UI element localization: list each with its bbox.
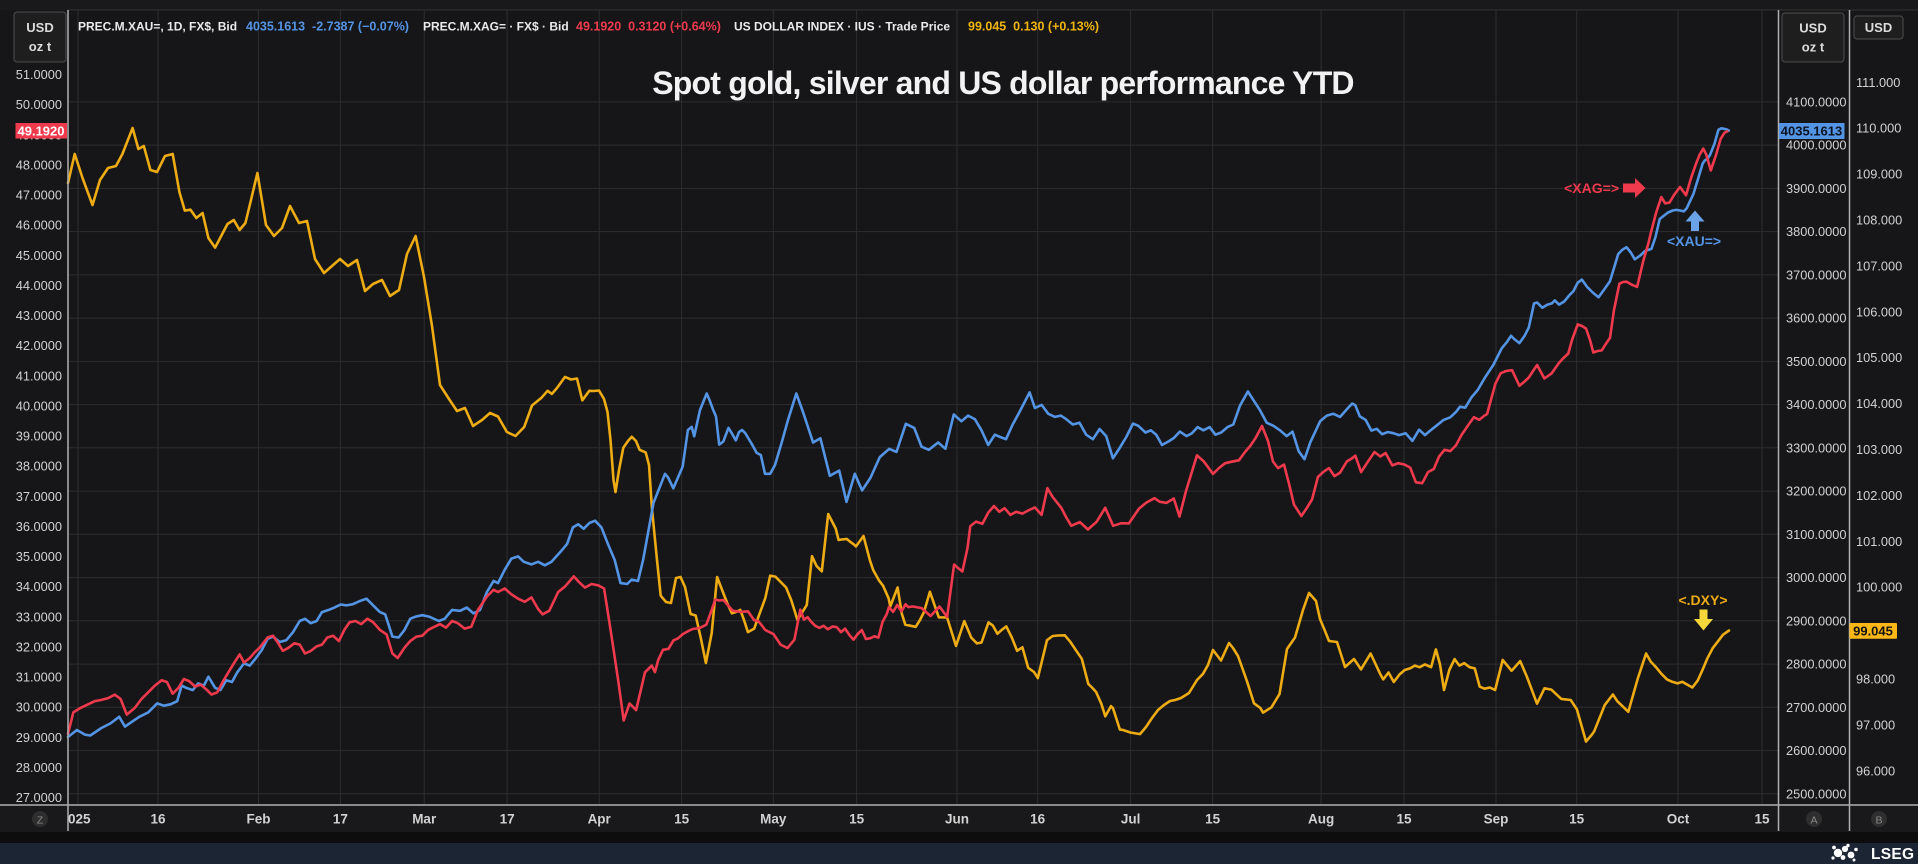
svg-text:16: 16 bbox=[150, 812, 166, 827]
svg-text:110.000: 110.000 bbox=[1856, 121, 1901, 136]
svg-text:50.0000: 50.0000 bbox=[16, 97, 62, 112]
svg-text:106.000: 106.000 bbox=[1856, 304, 1902, 319]
svg-text:2900.0000: 2900.0000 bbox=[1786, 613, 1847, 628]
svg-text:29.0000: 29.0000 bbox=[16, 730, 62, 745]
svg-text:3500.0000: 3500.0000 bbox=[1786, 354, 1847, 369]
svg-text:96.000: 96.000 bbox=[1856, 763, 1895, 778]
svg-text:104.000: 104.000 bbox=[1856, 396, 1902, 411]
svg-text:31.0000: 31.0000 bbox=[16, 670, 62, 685]
svg-text:USD: USD bbox=[1865, 20, 1892, 35]
svg-text:51.0000: 51.0000 bbox=[16, 67, 62, 82]
svg-text:17: 17 bbox=[333, 812, 348, 827]
svg-text:27.0000: 27.0000 bbox=[16, 790, 62, 805]
svg-text:3200.0000: 3200.0000 bbox=[1786, 484, 1847, 499]
svg-text:Spot gold, silver and US dolla: Spot gold, silver and US dollar performa… bbox=[652, 65, 1354, 101]
svg-text:Oct: Oct bbox=[1667, 812, 1690, 827]
svg-text:44.0000: 44.0000 bbox=[16, 278, 62, 293]
svg-text:40.0000: 40.0000 bbox=[16, 398, 62, 413]
svg-text:2800.0000: 2800.0000 bbox=[1786, 657, 1847, 672]
svg-text:2600.0000: 2600.0000 bbox=[1786, 743, 1847, 758]
svg-text:30.0000: 30.0000 bbox=[16, 700, 62, 715]
svg-text:103.000: 103.000 bbox=[1856, 442, 1902, 457]
svg-text:2700.0000: 2700.0000 bbox=[1786, 700, 1847, 715]
svg-text:28.0000: 28.0000 bbox=[16, 760, 62, 775]
svg-text:3300.0000: 3300.0000 bbox=[1786, 440, 1847, 455]
svg-text:108.000: 108.000 bbox=[1856, 213, 1902, 228]
svg-text:15: 15 bbox=[1396, 812, 1412, 827]
svg-text:46.0000: 46.0000 bbox=[16, 218, 62, 233]
svg-text:USD: USD bbox=[1799, 21, 1826, 36]
svg-text:41.0000: 41.0000 bbox=[16, 368, 62, 383]
svg-text:105.000: 105.000 bbox=[1856, 350, 1902, 365]
svg-text:99.045 0.130 (+0.13%): 99.045 0.130 (+0.13%) bbox=[968, 20, 1099, 34]
svg-text:PREC.M.XAU=, 1D, FX$, Bid: PREC.M.XAU=, 1D, FX$, Bid bbox=[78, 20, 237, 34]
svg-text:111.000: 111.000 bbox=[1856, 75, 1900, 90]
svg-text:49.1920 0.3120 (+0.64%): 49.1920 0.3120 (+0.64%) bbox=[576, 20, 721, 34]
svg-text:<XAG=>: <XAG=> bbox=[1564, 180, 1619, 196]
svg-text:4000.0000: 4000.0000 bbox=[1786, 138, 1847, 153]
svg-text:3400.0000: 3400.0000 bbox=[1786, 397, 1847, 412]
svg-text:Mar: Mar bbox=[412, 812, 437, 827]
svg-text:Z: Z bbox=[37, 815, 44, 827]
svg-text:49.1920: 49.1920 bbox=[18, 123, 65, 138]
svg-text:2500.0000: 2500.0000 bbox=[1786, 786, 1847, 801]
svg-text:3000.0000: 3000.0000 bbox=[1786, 570, 1847, 585]
svg-text:Sep: Sep bbox=[1484, 812, 1509, 827]
svg-text:15: 15 bbox=[1754, 812, 1770, 827]
svg-text:PREC.M.XAG= · FX$ · Bid: PREC.M.XAG= · FX$ · Bid bbox=[423, 20, 569, 34]
svg-text:101.000: 101.000 bbox=[1856, 534, 1902, 549]
svg-text:Jul: Jul bbox=[1121, 812, 1141, 827]
svg-text:36.0000: 36.0000 bbox=[16, 519, 62, 534]
svg-text:US DOLLAR INDEX · IUS · Trade: US DOLLAR INDEX · IUS · Trade Price bbox=[734, 20, 950, 34]
svg-text:42.0000: 42.0000 bbox=[16, 338, 62, 353]
svg-text:35.0000: 35.0000 bbox=[16, 549, 62, 564]
svg-text:oz t: oz t bbox=[1802, 40, 1825, 55]
svg-text:100.000: 100.000 bbox=[1856, 580, 1902, 595]
svg-text:47.0000: 47.0000 bbox=[16, 188, 62, 203]
svg-text:109.000: 109.000 bbox=[1856, 167, 1902, 182]
svg-text:USD: USD bbox=[26, 20, 53, 35]
svg-text:May: May bbox=[760, 812, 787, 827]
svg-text:17: 17 bbox=[500, 812, 515, 827]
svg-text:Feb: Feb bbox=[246, 812, 270, 827]
svg-text:45.0000: 45.0000 bbox=[16, 248, 62, 263]
svg-text:37.0000: 37.0000 bbox=[16, 489, 62, 504]
svg-text:3100.0000: 3100.0000 bbox=[1786, 527, 1847, 542]
svg-text:3900.0000: 3900.0000 bbox=[1786, 181, 1847, 196]
svg-text:34.0000: 34.0000 bbox=[16, 579, 62, 594]
svg-text:oz t: oz t bbox=[29, 39, 52, 54]
svg-text:39.0000: 39.0000 bbox=[16, 429, 62, 444]
svg-text:4035.1613 -2.7387 (−0.07%): 4035.1613 -2.7387 (−0.07%) bbox=[246, 20, 409, 34]
svg-text:98.000: 98.000 bbox=[1856, 672, 1895, 687]
svg-text:102.000: 102.000 bbox=[1856, 488, 1902, 503]
svg-text:48.0000: 48.0000 bbox=[16, 157, 62, 172]
svg-text:38.0000: 38.0000 bbox=[16, 459, 62, 474]
svg-text:99.045: 99.045 bbox=[1853, 624, 1893, 639]
svg-text:15: 15 bbox=[1205, 812, 1221, 827]
svg-text:15: 15 bbox=[674, 812, 690, 827]
svg-text:Jun: Jun bbox=[945, 812, 969, 827]
svg-text:<XAU=>: <XAU=> bbox=[1667, 233, 1721, 249]
svg-text:025: 025 bbox=[68, 812, 91, 827]
svg-text:32.0000: 32.0000 bbox=[16, 639, 62, 654]
svg-text:16: 16 bbox=[1030, 812, 1046, 827]
svg-text:3700.0000: 3700.0000 bbox=[1786, 267, 1847, 282]
svg-text:33.0000: 33.0000 bbox=[16, 609, 62, 624]
svg-text:A: A bbox=[1810, 815, 1817, 827]
svg-text:Aug: Aug bbox=[1308, 812, 1334, 827]
svg-text:<.DXY>: <.DXY> bbox=[1678, 592, 1727, 608]
svg-text:3800.0000: 3800.0000 bbox=[1786, 224, 1847, 239]
svg-text:15: 15 bbox=[1569, 812, 1585, 827]
svg-text:107.000: 107.000 bbox=[1856, 258, 1902, 273]
svg-text:LSEG: LSEG bbox=[1871, 846, 1914, 863]
svg-text:Apr: Apr bbox=[588, 812, 612, 827]
svg-text:B: B bbox=[1875, 815, 1882, 827]
svg-text:97.000: 97.000 bbox=[1856, 717, 1895, 732]
svg-text:3600.0000: 3600.0000 bbox=[1786, 311, 1847, 326]
svg-text:43.0000: 43.0000 bbox=[16, 308, 62, 323]
svg-text:4035.1613: 4035.1613 bbox=[1781, 124, 1842, 139]
svg-text:15: 15 bbox=[849, 812, 865, 827]
svg-text:4100.0000: 4100.0000 bbox=[1786, 94, 1847, 109]
